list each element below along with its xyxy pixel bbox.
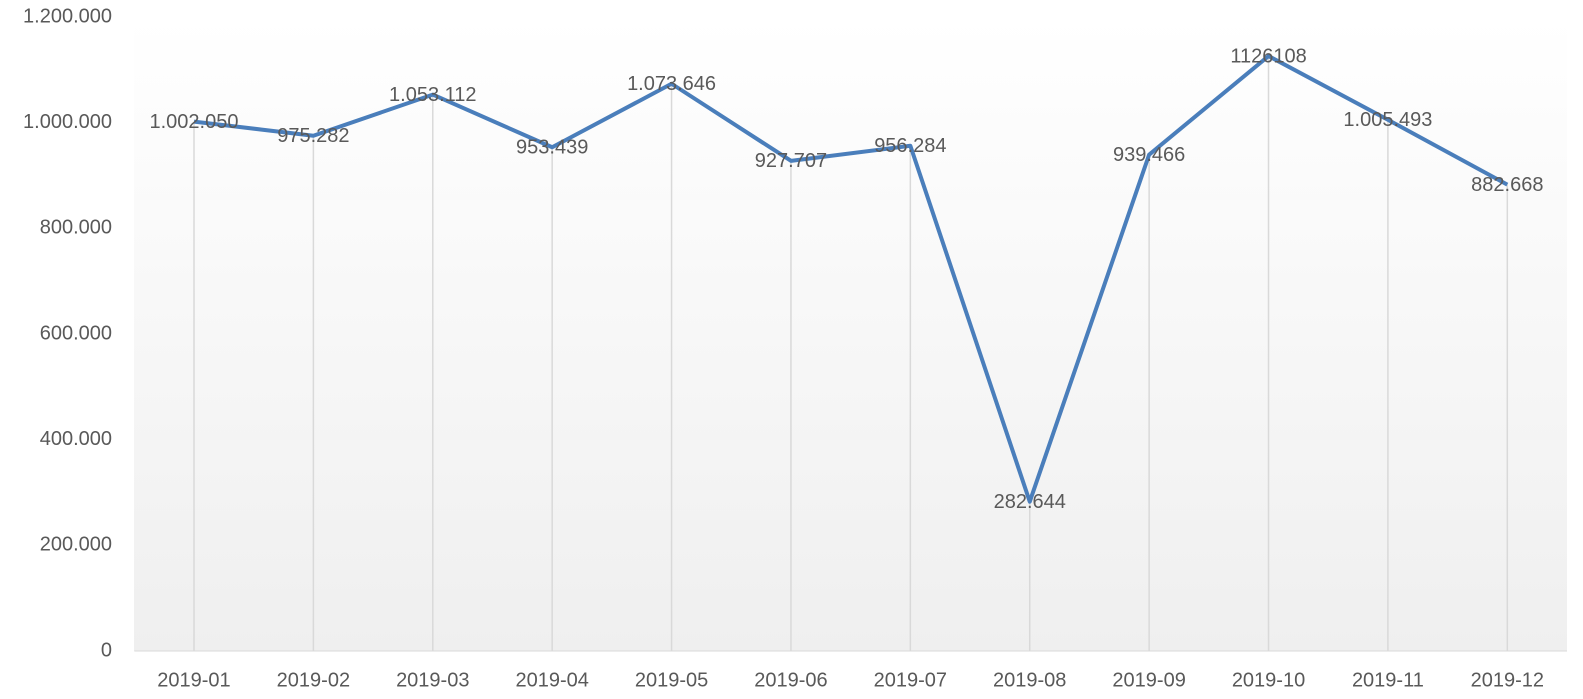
- x-tick-label: 2019-02: [277, 669, 350, 691]
- data-label: 1.002.050: [150, 111, 239, 133]
- y-tick-label: 0: [101, 639, 112, 661]
- data-label: 1126108: [1230, 45, 1306, 67]
- x-tick-label: 2019-08: [993, 669, 1066, 691]
- y-tick-label: 1.000.000: [23, 111, 112, 133]
- y-tick-label: 200.000: [40, 534, 112, 556]
- plot-background: [134, 17, 1567, 651]
- data-label: 975.282: [277, 125, 349, 147]
- data-label: 927.707: [755, 150, 827, 172]
- data-label: 939.466: [1113, 144, 1185, 166]
- data-label: 1.005.493: [1343, 109, 1432, 131]
- x-tick-label: 2019-11: [1352, 669, 1424, 691]
- data-label: 882.668: [1471, 174, 1543, 196]
- y-tick-label: 400.000: [40, 428, 112, 450]
- x-tick-label: 2019-03: [396, 669, 469, 691]
- series-line: [193, 54, 1509, 504]
- data-label: 282.644: [994, 491, 1066, 513]
- x-tick-label: 2019-09: [1112, 669, 1185, 691]
- y-tick-label: 1.200.000: [23, 5, 112, 27]
- x-tick-label: 2019-05: [635, 669, 708, 691]
- data-label: 956.284: [874, 135, 946, 157]
- x-tick-label: 2019-10: [1232, 669, 1305, 691]
- data-label: 1.073.646: [627, 73, 716, 95]
- data-label: 1.053.112: [389, 84, 477, 106]
- x-tick-label: 2019-12: [1471, 669, 1544, 691]
- x-tick-label: 2019-07: [874, 669, 947, 691]
- y-tick-label: 600.000: [40, 322, 112, 344]
- x-tick-label: 2019-06: [754, 669, 827, 691]
- x-tick-label: 2019-04: [515, 669, 588, 691]
- data-label: 953.439: [516, 137, 588, 159]
- x-tick-label: 2019-01: [157, 669, 230, 691]
- y-tick-label: 800.000: [40, 217, 112, 239]
